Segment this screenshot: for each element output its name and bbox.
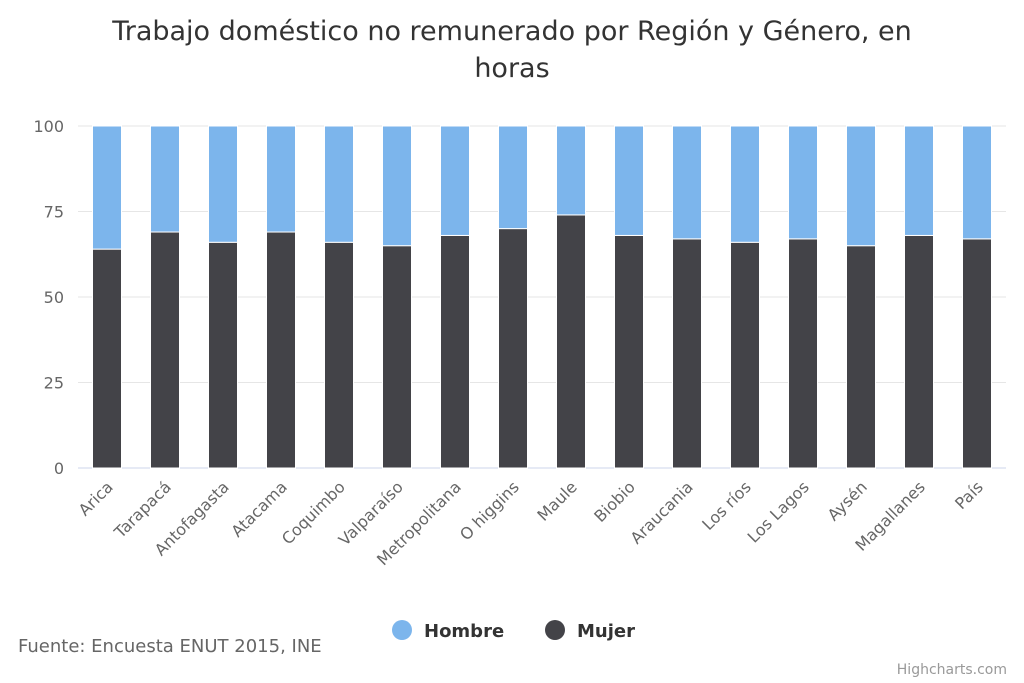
bar-hombre-atacama[interactable] bbox=[266, 125, 296, 233]
bar-hombre-los-lagos[interactable] bbox=[788, 125, 818, 240]
legend-item-hombre[interactable]: Hombre bbox=[392, 620, 504, 642]
legend-label-hombre: Hombre bbox=[424, 621, 504, 642]
credits-link[interactable]: Highcharts.com bbox=[897, 662, 1007, 678]
x-tick-label-biobio: Biobio bbox=[590, 477, 639, 526]
chart-title-line-1: Trabajo doméstico no remunerado por Regi… bbox=[111, 16, 912, 47]
legend-label-mujer: Mujer bbox=[577, 621, 635, 642]
legend-marker-mujer bbox=[545, 620, 565, 640]
bar-mujer-atacama[interactable] bbox=[266, 231, 296, 469]
bar-mujer-araucania[interactable] bbox=[672, 238, 702, 469]
y-tick-label: 50 bbox=[44, 288, 64, 307]
source-note: Fuente: Encuesta ENUT 2015, INE bbox=[18, 636, 322, 657]
bar-mujer-pais[interactable] bbox=[962, 238, 992, 469]
bar-mujer-aysen[interactable] bbox=[846, 245, 876, 469]
bars bbox=[92, 125, 992, 469]
bar-hombre-pais[interactable] bbox=[962, 125, 992, 240]
bar-hombre-magallanes[interactable] bbox=[904, 125, 934, 236]
legend-marker-hombre bbox=[392, 620, 412, 640]
bar-hombre-valparaiso[interactable] bbox=[382, 125, 412, 247]
x-tick-label-pais: País bbox=[951, 477, 987, 513]
bar-mujer-arica[interactable] bbox=[92, 248, 122, 469]
y-axis: 0 25 50 75 100 bbox=[33, 117, 64, 478]
x-tick-label-o-higgins: O higgins bbox=[456, 477, 523, 544]
y-tick-label: 25 bbox=[44, 374, 64, 393]
x-tick-label-maule: Maule bbox=[533, 477, 580, 524]
bar-mujer-magallanes[interactable] bbox=[904, 234, 934, 469]
x-tick-label-los-rios: Los ríos bbox=[698, 477, 755, 534]
x-tick-label-arica: Arica bbox=[75, 477, 117, 519]
bar-hombre-biobio[interactable] bbox=[614, 125, 644, 236]
bar-hombre-o-higgins[interactable] bbox=[498, 125, 528, 230]
bar-mujer-tarapaca[interactable] bbox=[150, 231, 180, 469]
y-tick-label: 100 bbox=[33, 117, 64, 136]
bar-mujer-o-higgins[interactable] bbox=[498, 228, 528, 469]
bar-mujer-maule[interactable] bbox=[556, 214, 586, 469]
bar-mujer-biobio[interactable] bbox=[614, 234, 644, 469]
bar-hombre-antofagasta[interactable] bbox=[208, 125, 238, 243]
bar-hombre-los-rios[interactable] bbox=[730, 125, 760, 243]
bar-hombre-araucania[interactable] bbox=[672, 125, 702, 240]
bar-mujer-coquimbo[interactable] bbox=[324, 241, 354, 469]
x-tick-label-araucania: Araucania bbox=[626, 477, 696, 547]
bar-mujer-los-rios[interactable] bbox=[730, 241, 760, 469]
legend-item-mujer[interactable]: Mujer bbox=[545, 620, 635, 642]
bar-mujer-los-lagos[interactable] bbox=[788, 238, 818, 469]
x-axis: AricaTarapacáAntofagastaAtacamaCoquimboV… bbox=[75, 477, 987, 569]
bar-mujer-metropolitana[interactable] bbox=[440, 234, 470, 469]
bar-hombre-maule[interactable] bbox=[556, 125, 586, 216]
bar-hombre-tarapaca[interactable] bbox=[150, 125, 180, 233]
bar-mujer-valparaiso[interactable] bbox=[382, 245, 412, 469]
y-tick-label: 0 bbox=[54, 459, 64, 478]
y-tick-label: 75 bbox=[44, 203, 64, 222]
x-tick-label-aysen: Aysén bbox=[824, 477, 871, 524]
bar-mujer-antofagasta[interactable] bbox=[208, 241, 238, 469]
bar-hombre-arica[interactable] bbox=[92, 125, 122, 250]
bar-hombre-coquimbo[interactable] bbox=[324, 125, 354, 243]
x-tick-label-los-lagos: Los Lagos bbox=[744, 477, 813, 546]
bar-hombre-metropolitana[interactable] bbox=[440, 125, 470, 236]
legend: Hombre Mujer bbox=[392, 620, 635, 642]
chart-title-line-2: horas bbox=[474, 53, 549, 84]
bar-hombre-aysen[interactable] bbox=[846, 125, 876, 247]
